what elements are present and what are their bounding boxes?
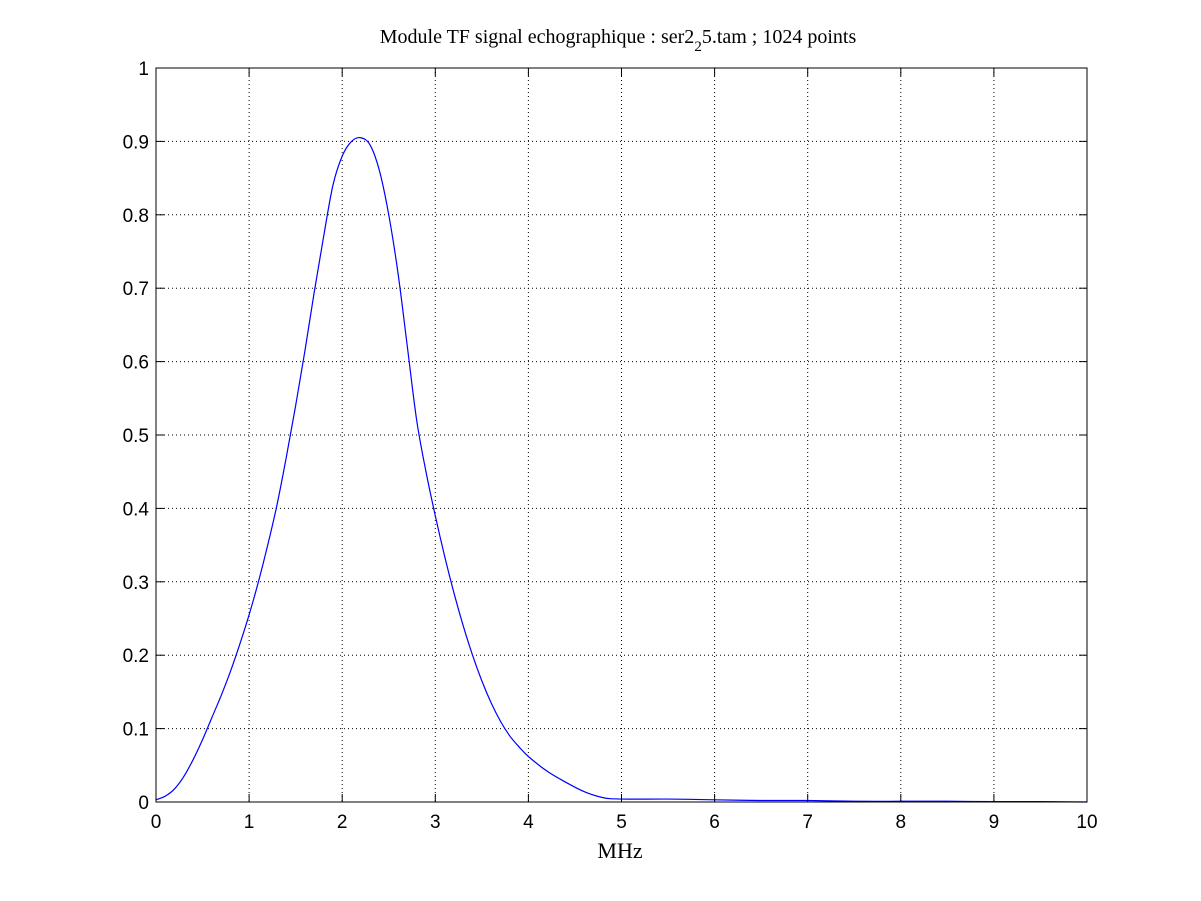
y-tick-label: 1	[138, 59, 149, 80]
y-tick-label: 0.9	[123, 132, 149, 153]
y-tick-label: 0.6	[123, 353, 149, 374]
x-tick-label: 9	[989, 812, 1000, 833]
x-tick-label: 5	[616, 812, 627, 833]
y-tick-label: 0.1	[123, 720, 149, 741]
chart-title-subscript: 2	[694, 39, 702, 55]
x-tick-label: 8	[896, 812, 907, 833]
plot-area-frame	[155, 67, 1088, 803]
y-tick-label: 0.4	[123, 499, 150, 520]
x-tick-label: 10	[1076, 812, 1097, 833]
x-tick-label: 4	[523, 812, 534, 833]
grid-lines	[156, 68, 1087, 802]
x-tick-label: 0	[151, 812, 162, 833]
y-tick-label: 0.7	[123, 279, 149, 300]
series-line	[155, 136, 1088, 803]
x-tick-label: 2	[337, 812, 348, 833]
x-tick-label: 7	[802, 812, 813, 833]
x-tick-labels: 0 1 2 3 4 5 6 7 8 9 10	[151, 812, 1098, 833]
chart-title-main: Module TF signal echographique : ser2	[380, 26, 695, 48]
y-tick-labels: 0 0.1 0.2 0.3 0.4 0.5 0.6 0.7 0.8 0.9 1	[123, 59, 150, 814]
series-layer	[155, 136, 1088, 803]
chart-title: Module TF signal echographique : ser225.…	[380, 26, 857, 55]
x-axis-label: MHz	[597, 838, 642, 863]
chart-title-rest: 5.tam ; 1024 points	[702, 26, 857, 48]
x-tick-label: 6	[709, 812, 720, 833]
y-tick-label: 0.2	[123, 646, 149, 667]
y-tick-label: 0.8	[123, 206, 149, 227]
y-tick-label: 0	[138, 793, 149, 814]
x-tick-label: 3	[430, 812, 441, 833]
y-tick-label: 0.5	[123, 426, 149, 447]
tick-marks	[155, 67, 1088, 803]
y-tick-label: 0.3	[123, 573, 149, 594]
x-tick-label: 1	[244, 812, 255, 833]
